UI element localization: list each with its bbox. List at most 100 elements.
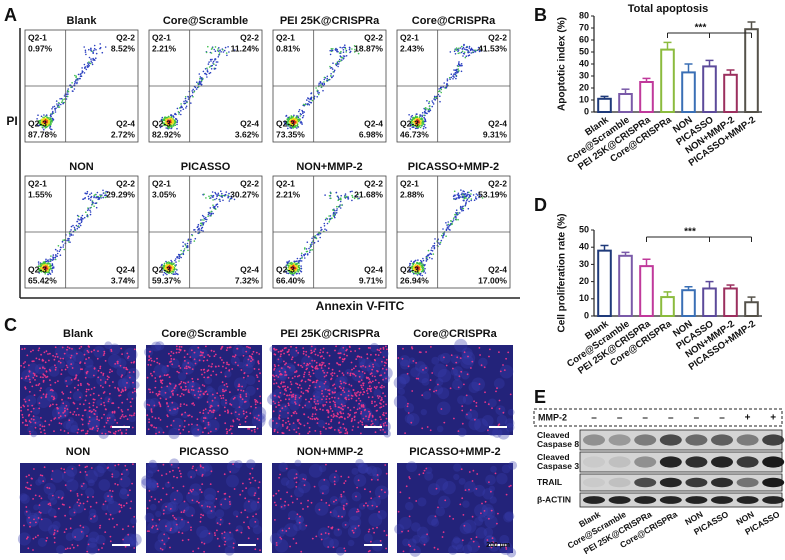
- stain-dot: [282, 385, 284, 388]
- stain-dot: [122, 528, 124, 531]
- flow-dot: [165, 127, 167, 129]
- stain-dot: [283, 347, 286, 350]
- stain-dot: [244, 420, 247, 423]
- flow-dot: [295, 263, 298, 266]
- stain-dot: [503, 369, 506, 371]
- flow-dot: [89, 62, 92, 65]
- flow-dot: [59, 248, 62, 251]
- stain-dot: [229, 403, 232, 405]
- flow-dot: [424, 126, 427, 129]
- stain-dot: [25, 510, 28, 513]
- stain-dot: [314, 407, 317, 410]
- quadrant-name: Q2-2: [116, 178, 135, 188]
- stain-dot: [191, 423, 193, 426]
- flow-dot: [91, 61, 93, 64]
- stain-dot: [333, 415, 336, 417]
- stain-dot: [311, 369, 314, 372]
- stain-dot: [290, 383, 293, 386]
- flow-dot: [346, 195, 348, 198]
- nucleus: [38, 500, 53, 515]
- stain-dot: [39, 367, 41, 370]
- stain-dot: [28, 364, 30, 367]
- stain-dot: [34, 426, 37, 429]
- stain-dot: [32, 549, 34, 551]
- stain-dot: [245, 393, 248, 395]
- nucleus: [457, 395, 467, 405]
- flow-dot: [337, 63, 340, 65]
- stain-dot: [288, 349, 290, 351]
- flow-dot: [311, 249, 314, 251]
- stain-dot: [65, 364, 68, 367]
- stain-dot: [39, 474, 42, 476]
- stain-dot: [39, 428, 42, 430]
- flow-dot: [44, 127, 46, 129]
- flow-dot: [215, 204, 217, 206]
- stain-dot: [172, 352, 175, 355]
- nucleus: [454, 338, 468, 353]
- stain-dot: [324, 388, 327, 391]
- flow-dot: [80, 216, 83, 219]
- stain-dot: [273, 428, 276, 431]
- stain-dot: [245, 395, 248, 398]
- stain-dot: [146, 403, 149, 406]
- flow-dot: [446, 84, 449, 86]
- flow-dot: [453, 76, 455, 78]
- flow-dot: [65, 93, 68, 95]
- flow-dot: [52, 110, 54, 113]
- stain-dot: [159, 397, 162, 400]
- stain-dot: [272, 374, 274, 377]
- stain-dot: [469, 409, 472, 411]
- stain-dot: [130, 361, 133, 364]
- stain-dot: [351, 417, 354, 420]
- stain-dot: [332, 400, 335, 403]
- stain-dot: [222, 365, 224, 368]
- stain-dot: [61, 369, 63, 371]
- stain-dot: [288, 429, 291, 431]
- stain-dot: [193, 358, 196, 361]
- flow-dot: [178, 257, 181, 260]
- stain-dot: [49, 379, 51, 382]
- stain-dot: [120, 504, 123, 507]
- flow-dot: [211, 47, 214, 49]
- stain-dot: [113, 411, 116, 414]
- flow-dot: [303, 248, 306, 250]
- flow-dot: [449, 78, 451, 80]
- stain-dot: [283, 393, 286, 395]
- stain-dot: [227, 412, 229, 414]
- flow-dot: [296, 120, 299, 123]
- stain-dot: [314, 353, 317, 356]
- stain-dot: [358, 375, 361, 378]
- flow-dot: [442, 228, 444, 230]
- flow-dot: [298, 109, 301, 111]
- stain-dot: [206, 359, 209, 362]
- stain-dot: [101, 547, 103, 549]
- stain-dot: [203, 356, 206, 359]
- flow-dot: [300, 267, 303, 270]
- stain-dot: [313, 350, 316, 353]
- stain-dot: [456, 356, 459, 359]
- stain-dot: [319, 408, 322, 411]
- stain-dot: [71, 544, 74, 546]
- nucleus: [108, 498, 115, 505]
- stain-dot: [272, 410, 275, 413]
- flow-dot: [323, 76, 326, 79]
- stain-dot: [128, 371, 131, 374]
- flow-dot: [295, 121, 297, 123]
- flow-dot: [197, 82, 199, 85]
- stain-dot: [425, 351, 427, 353]
- stain-dot: [183, 349, 186, 352]
- stain-dot: [336, 362, 338, 364]
- stain-dot: [415, 377, 418, 380]
- stain-dot: [350, 397, 353, 400]
- nucleus: [245, 375, 256, 386]
- flow-dot: [450, 76, 453, 79]
- stain-dot: [93, 349, 95, 352]
- stain-dot: [343, 391, 346, 393]
- stain-dot: [48, 423, 51, 426]
- flow-dot: [90, 58, 92, 60]
- quadrant-name: Q2-1: [276, 178, 295, 188]
- stain-dot: [429, 388, 431, 391]
- flow-dot: [216, 206, 219, 208]
- stain-dot: [358, 380, 361, 383]
- flow-dot: [90, 49, 92, 52]
